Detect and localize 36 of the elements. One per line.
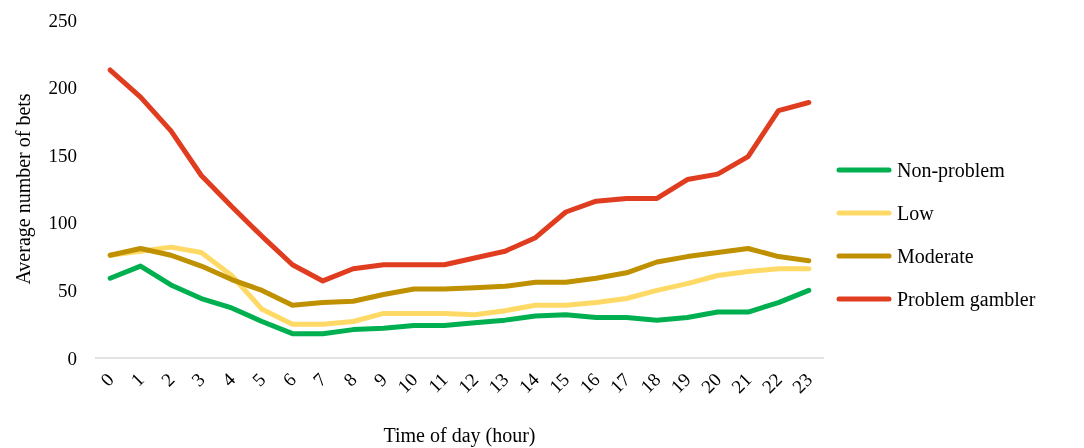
y-tick-label: 200 [48, 77, 77, 99]
x-tick-label: 16 [575, 368, 604, 397]
x-tick-label: 3 [187, 368, 209, 391]
x-tick-label: 6 [278, 368, 300, 391]
y-tick-label: 50 [58, 280, 77, 302]
x-tick-label: 0 [96, 368, 118, 391]
x-tick-label: 10 [393, 368, 422, 397]
x-tick-label: 2 [156, 368, 179, 391]
x-tick-label: 14 [514, 368, 544, 397]
y-tick-label: 150 [48, 144, 77, 166]
legend-label: Moderate [897, 245, 974, 267]
x-tick-label: 21 [727, 368, 756, 397]
y-axis-title: Average number of bets [12, 93, 35, 285]
x-tick-label: 15 [545, 368, 574, 397]
x-tick-label: 9 [369, 368, 392, 391]
x-tick-label: 12 [453, 368, 483, 397]
legend-label: Low [897, 202, 935, 224]
x-tick-label: 5 [248, 368, 270, 391]
x-tick-label: 1 [126, 368, 149, 391]
y-tick-label: 250 [48, 9, 77, 31]
x-tick-label: 18 [636, 368, 665, 397]
x-tick-label: 19 [666, 368, 695, 397]
x-tick-label: 20 [696, 368, 726, 397]
x-tick-label: 17 [605, 368, 635, 397]
legend-label: Problem gambler [897, 288, 1036, 311]
x-tick-label: 7 [308, 368, 331, 391]
legend-label: Non-problem [897, 159, 1006, 182]
x-tick-label: 23 [788, 368, 817, 397]
y-tick-label: 100 [48, 212, 77, 234]
x-tick-label: 13 [484, 368, 513, 397]
x-tick-label: 8 [339, 368, 361, 391]
x-tick-label: 22 [757, 368, 786, 397]
y-tick-label: 0 [67, 347, 77, 369]
x-tick-label: 4 [217, 368, 240, 391]
x-tick-label: 11 [424, 368, 452, 397]
x-axis-title: Time of day (hour) [383, 424, 536, 447]
